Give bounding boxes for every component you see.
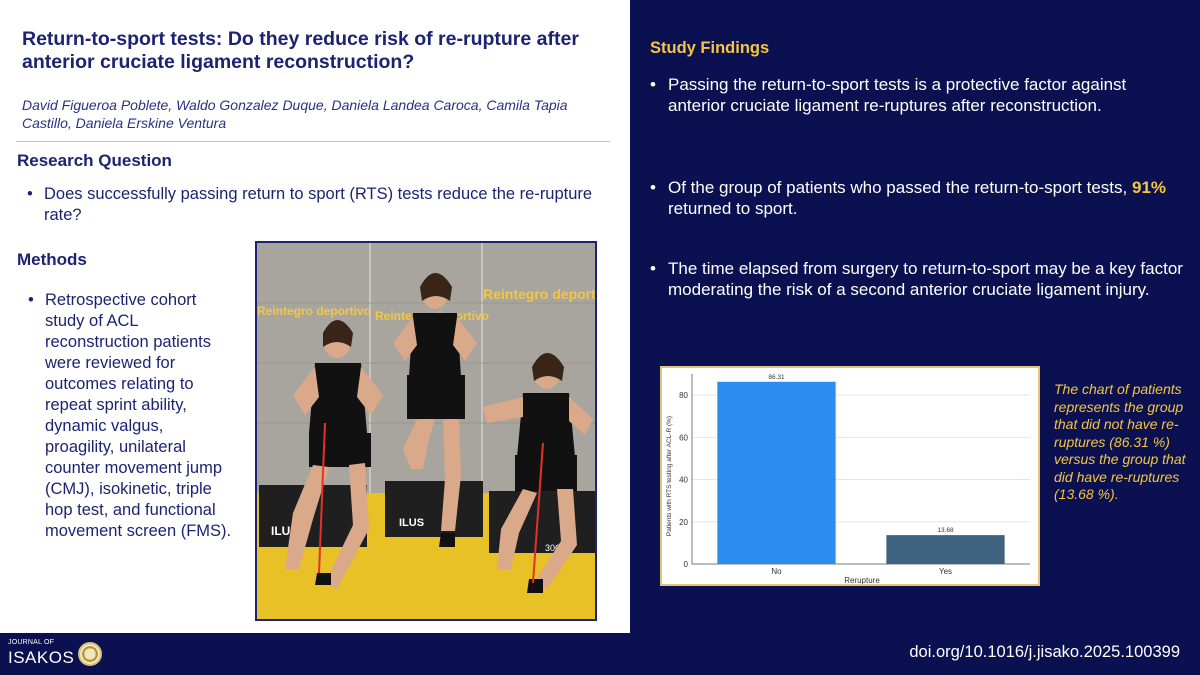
- footer: JOURNAL OF ISAKOS doi.org/10.1016/j.jisa…: [0, 633, 1200, 675]
- right-panel: Study Findings • Passing the return-to-sp…: [630, 0, 1200, 633]
- bullet-icon: •: [650, 75, 656, 94]
- left-panel: Return-to-sport tests: Do they reduce ri…: [0, 0, 630, 633]
- athlete-figure-1: [285, 320, 383, 589]
- finding-item-3: • The time elapsed from surgery to return…: [650, 258, 1188, 300]
- chart-x-axis-label: Rerupture: [844, 576, 880, 584]
- rerupture-chart: 86.31 13.68 0 20 40 60 80 No Yes Rerupture Pat…: [660, 366, 1040, 586]
- title-divider: [16, 141, 610, 142]
- rerupture-chart-svg: 86.31 13.68 0 20 40 60 80 No Yes Rerupture Pat…: [666, 374, 1030, 584]
- finding-text-2a: Of the group of patients who passed the …: [668, 178, 1132, 197]
- chart-y-tick-label: 60: [679, 433, 688, 442]
- bullet-icon: •: [650, 178, 656, 197]
- chart-y-tick-label: 0: [684, 560, 689, 569]
- chart-value-label: 86.31: [768, 374, 785, 381]
- chart-bars: 86.31 13.68: [717, 374, 1005, 564]
- finding-text-3: The time elapsed from surgery to return-…: [668, 259, 1183, 299]
- chart-y-tick-label: 40: [679, 476, 688, 485]
- list-item: • Retrospective cohort study of ACL recon…: [28, 290, 235, 542]
- chart-bar-no: [717, 381, 836, 564]
- methods-text: Retrospective cohort study of ACL recons…: [45, 291, 232, 540]
- finding-item-1: • Passing the return-to-sport tests is a …: [650, 74, 1188, 116]
- wall-text-3: Reintegro deporti: [483, 286, 595, 302]
- finding-highlight-percent: 91%: [1131, 178, 1167, 197]
- chart-caption: The chart of patients represents the gro…: [1054, 381, 1186, 502]
- finding-text-2b: returned to sport.: [668, 199, 798, 218]
- methods-heading: Methods: [17, 250, 87, 269]
- chart-x-tick-label: Yes: [939, 567, 952, 576]
- list-item: • Does successfully passing return to spo…: [27, 184, 604, 226]
- finding-text-1: Passing the return-to-sport tests is a p…: [668, 75, 1127, 115]
- bullet-icon: •: [650, 259, 656, 278]
- doi-link[interactable]: doi.org/10.1016/j.jisako.2025.100399: [909, 643, 1180, 661]
- research-question-heading: Research Question: [17, 151, 172, 170]
- finding-item-2: • Of the group of patients who passed the…: [650, 177, 1188, 219]
- chart-y-ticks: 0 20 40 60 80: [679, 391, 688, 569]
- study-findings-heading: Study Findings: [650, 39, 770, 57]
- athlete-figure-2: [393, 273, 477, 547]
- box-label-2: ILUS: [399, 517, 424, 529]
- bullet-icon: •: [27, 185, 33, 203]
- author-list: David Figueroa Poblete, Waldo Gonzalez D…: [22, 97, 568, 131]
- journal-logo-name: ISAKOS: [8, 648, 75, 667]
- bullet-icon: •: [28, 291, 34, 309]
- methods-list: • Retrospective cohort study of ACL recon…: [28, 290, 235, 542]
- journal-logo: JOURNAL OF ISAKOS: [8, 639, 108, 671]
- poster-title: Return-to-sport tests: Do they reduce ri…: [22, 28, 579, 73]
- chart-y-tick-label: 20: [679, 518, 688, 527]
- chart-x-ticks: No Yes: [771, 567, 952, 576]
- seal-icon: [78, 642, 102, 666]
- athlete-figure-3: [483, 353, 593, 593]
- wall-text-1: Reintegro deportivo: [257, 304, 371, 318]
- chart-y-axis-label: Patients with RTS testing after ACL-R (%…: [666, 416, 673, 536]
- chart-value-label: 13.68: [937, 527, 954, 534]
- athlete-photo: Reintegro deportivo Reintegro deportivo …: [255, 241, 597, 621]
- research-question-list: • Does successfully passing return to spo…: [27, 184, 604, 226]
- chart-x-tick-label: No: [771, 567, 782, 576]
- athlete-photo-illustration: Reintegro deportivo Reintegro deportivo …: [257, 243, 595, 619]
- research-question-text: Does successfully passing return to spor…: [44, 185, 593, 224]
- journal-logo-small-text: JOURNAL OF: [8, 639, 55, 646]
- chart-bar-yes: [886, 535, 1005, 564]
- chart-y-tick-label: 80: [679, 391, 688, 400]
